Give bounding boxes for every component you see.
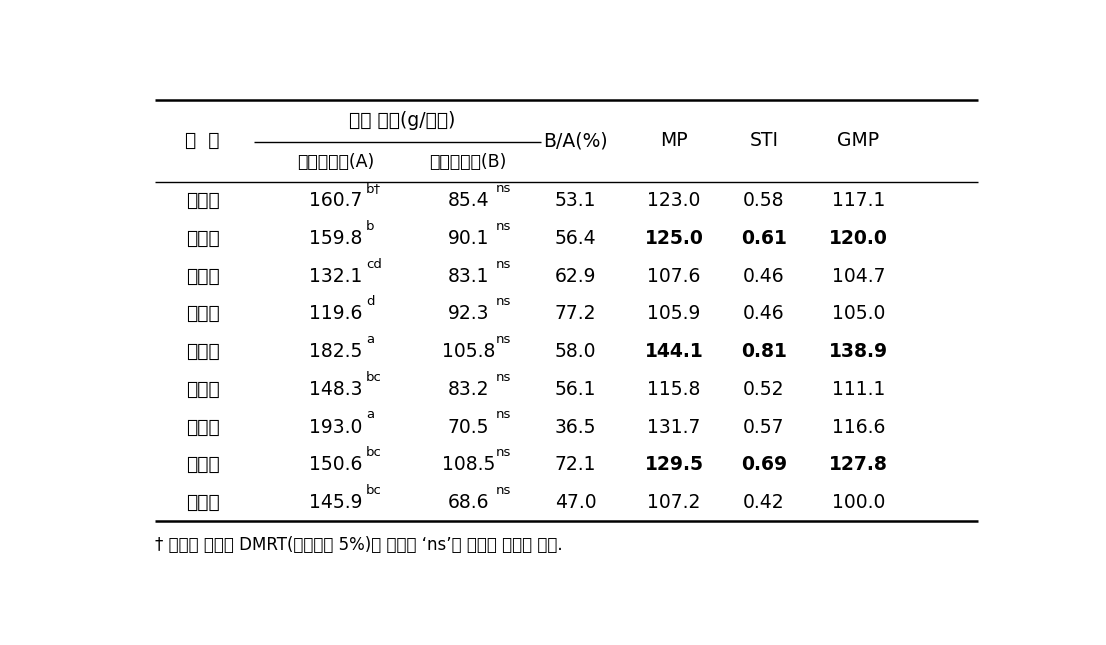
Text: 70.5: 70.5 xyxy=(448,417,489,437)
Text: ns: ns xyxy=(495,257,511,270)
Text: 56.4: 56.4 xyxy=(554,229,596,248)
Text: 193.0: 193.0 xyxy=(309,417,362,437)
Text: 107.2: 107.2 xyxy=(647,493,701,512)
Text: 안다옥: 안다옥 xyxy=(186,304,219,323)
Text: 105.0: 105.0 xyxy=(832,304,885,323)
Text: 0.52: 0.52 xyxy=(743,380,785,399)
Text: 0.69: 0.69 xyxy=(741,455,787,474)
Text: bc: bc xyxy=(366,446,382,459)
Text: 77.2: 77.2 xyxy=(554,304,596,323)
Text: MP: MP xyxy=(660,131,688,150)
Text: 평안옥: 평안옥 xyxy=(186,493,219,512)
Text: 정상수분구(A): 정상수분구(A) xyxy=(296,153,374,171)
Text: 0.57: 0.57 xyxy=(743,417,785,437)
Text: 한발처리구(B): 한발처리구(B) xyxy=(429,153,507,171)
Text: 150.6: 150.6 xyxy=(309,455,362,474)
Text: 125.0: 125.0 xyxy=(645,229,703,248)
Text: ns: ns xyxy=(495,220,511,233)
Text: 83.1: 83.1 xyxy=(448,266,489,286)
Text: ns: ns xyxy=(495,295,511,308)
Text: 강다옥: 강다옥 xyxy=(186,191,219,210)
Text: 127.8: 127.8 xyxy=(828,455,888,474)
Text: 117.1: 117.1 xyxy=(832,191,885,210)
Text: d: d xyxy=(366,295,375,308)
Text: 광평옥: 광평옥 xyxy=(186,229,219,248)
Text: a: a xyxy=(366,333,374,346)
Text: 0.81: 0.81 xyxy=(741,342,786,361)
Text: 장다옥: 장다옥 xyxy=(186,380,219,399)
Text: ns: ns xyxy=(495,408,511,421)
Text: 138.9: 138.9 xyxy=(828,342,888,361)
Text: 131.7: 131.7 xyxy=(647,417,701,437)
Text: 양안옥: 양안옥 xyxy=(186,342,219,361)
Text: 평강옥: 평강옥 xyxy=(186,455,219,474)
Text: 120.0: 120.0 xyxy=(828,229,888,248)
Text: 123.0: 123.0 xyxy=(647,191,701,210)
Text: 159.8: 159.8 xyxy=(309,229,362,248)
Text: 90.1: 90.1 xyxy=(448,229,489,248)
Text: 132.1: 132.1 xyxy=(309,266,362,286)
Text: 83.2: 83.2 xyxy=(448,380,489,399)
Text: 105.8: 105.8 xyxy=(441,342,495,361)
Text: 53.1: 53.1 xyxy=(554,191,596,210)
Text: 0.42: 0.42 xyxy=(743,493,785,512)
Text: 58.0: 58.0 xyxy=(554,342,596,361)
Text: ns: ns xyxy=(495,371,511,384)
Text: STI: STI xyxy=(750,131,779,150)
Text: 100.0: 100.0 xyxy=(832,493,885,512)
Text: 36.5: 36.5 xyxy=(554,417,596,437)
Text: 청다옥: 청다옥 xyxy=(186,417,219,437)
Text: 144.1: 144.1 xyxy=(645,342,703,361)
Text: cd: cd xyxy=(366,257,382,270)
Text: 68.6: 68.6 xyxy=(448,493,489,512)
Text: 0.46: 0.46 xyxy=(743,266,785,286)
Text: 56.1: 56.1 xyxy=(554,380,596,399)
Text: bc: bc xyxy=(366,484,382,497)
Text: 72.1: 72.1 xyxy=(554,455,596,474)
Text: 105.9: 105.9 xyxy=(647,304,701,323)
Text: 115.8: 115.8 xyxy=(647,380,701,399)
Text: 182.5: 182.5 xyxy=(309,342,362,361)
Text: 104.7: 104.7 xyxy=(832,266,885,286)
Text: 62.9: 62.9 xyxy=(554,266,596,286)
Text: 108.5: 108.5 xyxy=(441,455,495,474)
Text: B/A(%): B/A(%) xyxy=(543,131,607,150)
Text: 148.3: 148.3 xyxy=(309,380,362,399)
Text: 0.58: 0.58 xyxy=(743,191,785,210)
Text: 이삭 수량(g/개체): 이삭 수량(g/개체) xyxy=(348,112,455,130)
Text: 92.3: 92.3 xyxy=(448,304,489,323)
Text: 85.4: 85.4 xyxy=(448,191,489,210)
Text: 119.6: 119.6 xyxy=(309,304,362,323)
Text: ns: ns xyxy=(495,484,511,497)
Text: 107.6: 107.6 xyxy=(647,266,701,286)
Text: 145.9: 145.9 xyxy=(309,493,362,512)
Text: 129.5: 129.5 xyxy=(645,455,703,474)
Text: † 품종간 비교는 DMRT(유의수준 5%)로 하였고 ‘ns’는 품종간 차이가 없음.: † 품종간 비교는 DMRT(유의수준 5%)로 하였고 ‘ns’는 품종간 차… xyxy=(155,536,563,554)
Text: ns: ns xyxy=(495,333,511,346)
Text: 111.1: 111.1 xyxy=(832,380,885,399)
Text: 116.6: 116.6 xyxy=(832,417,885,437)
Text: b†: b† xyxy=(366,182,382,195)
Text: 47.0: 47.0 xyxy=(554,493,596,512)
Text: b: b xyxy=(366,220,375,233)
Text: 160.7: 160.7 xyxy=(309,191,362,210)
Text: ns: ns xyxy=(495,182,511,195)
Text: 품  종: 품 종 xyxy=(186,131,220,150)
Text: 신광옥: 신광옥 xyxy=(186,266,219,286)
Text: 0.46: 0.46 xyxy=(743,304,785,323)
Text: bc: bc xyxy=(366,371,382,384)
Text: a: a xyxy=(366,408,374,421)
Text: GMP: GMP xyxy=(837,131,879,150)
Text: 0.61: 0.61 xyxy=(741,229,786,248)
Text: ns: ns xyxy=(495,446,511,459)
